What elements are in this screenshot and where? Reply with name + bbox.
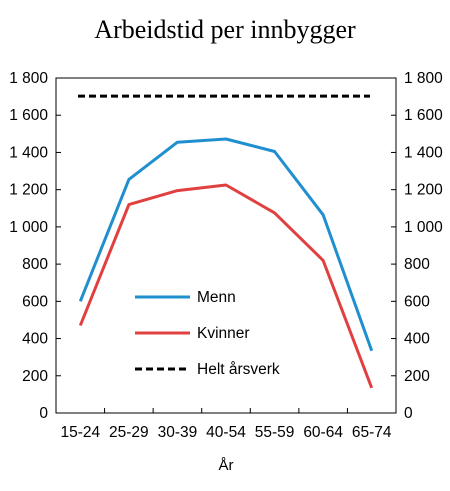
y-tick-label-right: 1 200 <box>404 182 443 199</box>
legend-label: Menn <box>197 289 236 306</box>
y-tick-label-left: 400 <box>22 331 48 348</box>
left-y-axis: 0 200 400 600 800 1 000 1 200 1 400 1 600 1 800 <box>9 70 61 422</box>
y-tick-label-left: 1 200 <box>9 182 48 199</box>
y-tick-label-right: 600 <box>404 293 430 310</box>
legend-label: Helt årsverk <box>197 361 280 378</box>
y-tick-label-right: 200 <box>404 368 430 385</box>
y-tick-label-right: 0 <box>404 405 413 422</box>
y-tick-label-left: 1 400 <box>9 144 48 161</box>
y-tick-label-right: 1 000 <box>404 219 443 236</box>
y-tick-label-left: 0 <box>39 405 48 422</box>
y-tick-label-right: 1 600 <box>404 107 443 124</box>
x-tick-label: 30-39 <box>158 424 198 441</box>
series-line-kvinner <box>78 183 374 389</box>
y-tick-label-left: 1 000 <box>9 219 48 236</box>
y-tick-label-right: 800 <box>404 256 430 273</box>
legend-label: Kvinner <box>197 325 250 342</box>
y-tick-label-left: 800 <box>22 256 48 273</box>
x-tick-label: 40-54 <box>206 424 246 441</box>
x-tick-label: 15-24 <box>60 424 100 441</box>
y-tick-label-right: 400 <box>404 331 430 348</box>
x-tick-label: 60-64 <box>303 424 343 441</box>
y-tick-label-left: 600 <box>22 293 48 310</box>
legend: Menn Kvinner Helt årsverk <box>135 289 280 378</box>
x-tick-label: 65-74 <box>352 424 392 441</box>
y-tick-label-right: 1 400 <box>404 144 443 161</box>
x-tick-label: 25-29 <box>109 424 149 441</box>
x-axis-title: År <box>219 457 234 474</box>
y-tick-label-left: 1 600 <box>9 107 48 124</box>
right-y-axis: 0 200 400 600 800 1 000 1 200 1 400 1 600 1 800 <box>391 70 443 422</box>
chart-title: Arbeidstid per innbygger <box>94 15 356 44</box>
y-tick-label-left: 1 800 <box>9 70 48 87</box>
y-tick-label-left: 200 <box>22 368 48 385</box>
x-axis: 15-24 25-29 30-39 40-54 55-59 60-64 65-74 <box>55 408 397 441</box>
plot-frame <box>55 77 397 414</box>
y-tick-label-right: 1 800 <box>404 70 443 87</box>
series-lines <box>78 94 374 389</box>
x-tick-label: 55-59 <box>255 424 295 441</box>
series-line-menn <box>78 137 374 352</box>
